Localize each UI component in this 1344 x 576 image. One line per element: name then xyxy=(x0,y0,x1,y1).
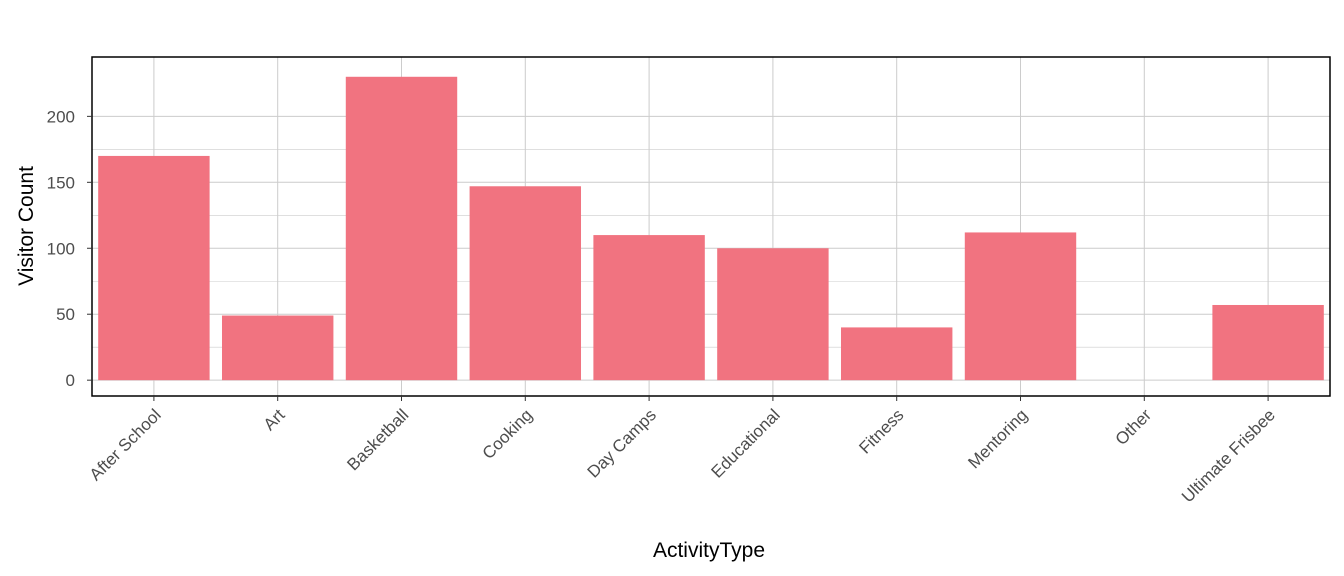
x-tick-label: After School xyxy=(86,405,165,484)
bar xyxy=(469,186,582,381)
bar xyxy=(345,76,458,381)
bar xyxy=(98,155,210,381)
x-axis-title: ActivityType xyxy=(653,539,765,562)
x-tick-label: Mentoring xyxy=(964,405,1031,472)
x-tick-labels: After School Art Basketball Cooking Day Camp… xyxy=(86,396,1279,506)
bar xyxy=(840,327,953,381)
x-tick-label: Day Camps xyxy=(584,405,660,481)
y-tick-label: 200 xyxy=(47,107,75,126)
bar xyxy=(964,232,1077,381)
y-tick-label: 0 xyxy=(66,371,75,390)
x-tick-label: Educational xyxy=(707,405,783,481)
x-tick-label: Cooking xyxy=(479,405,537,463)
bars xyxy=(98,76,1324,381)
y-tick-label: 50 xyxy=(56,305,75,324)
bar xyxy=(1212,304,1324,381)
x-tick-label: Art xyxy=(260,405,289,434)
x-tick-label: Ultimate Frisbee xyxy=(1178,405,1279,506)
y-axis-title: Visitor Count xyxy=(15,166,38,286)
bar xyxy=(717,248,829,381)
bar xyxy=(593,235,705,381)
bar xyxy=(221,315,334,381)
y-tick-label: 150 xyxy=(47,173,75,192)
x-tick-label: Fitness xyxy=(855,405,907,457)
x-tick-label: Basketball xyxy=(343,405,412,474)
y-tick-labels: 0 50 100 150 200 xyxy=(47,107,92,390)
x-tick-label: Other xyxy=(1112,405,1156,449)
plot-frame xyxy=(91,56,1331,397)
y-tick-label: 100 xyxy=(47,239,75,258)
